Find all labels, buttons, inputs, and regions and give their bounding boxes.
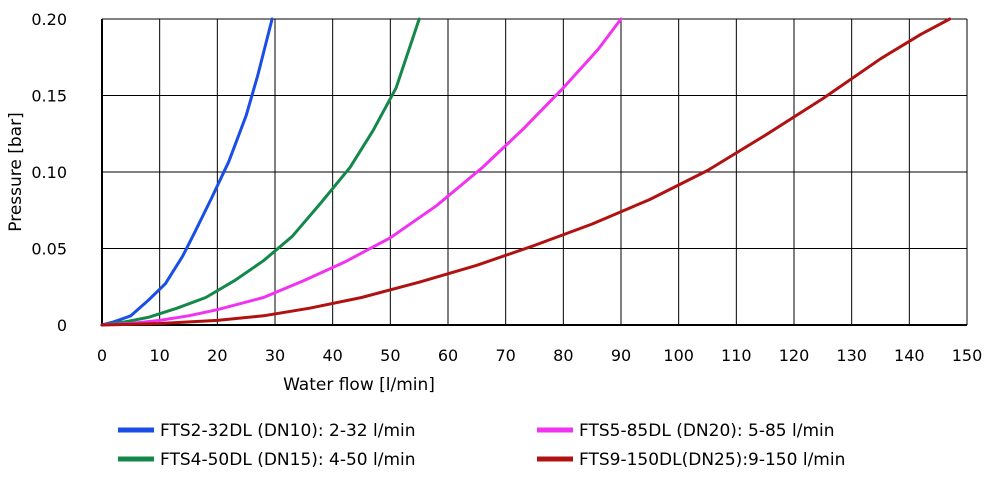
x-tick-label: 150: [952, 346, 983, 365]
x-axis-label: Water flow [l/min]: [283, 375, 435, 395]
x-tick-label: 40: [322, 346, 342, 365]
y-tick-label: 0.15: [31, 87, 67, 106]
x-tick-label: 120: [779, 346, 810, 365]
series-line-4: [100, 17, 952, 327]
series-line-2: [100, 17, 421, 327]
x-tick-label: 70: [495, 346, 515, 365]
legend-label: FTS5-85DL (DN20): 5-85 l/min: [579, 421, 835, 441]
x-tick-label: 60: [438, 346, 458, 365]
x-tick-label: 30: [265, 346, 285, 365]
y-tick-label: 0: [57, 316, 67, 335]
y-tick-label: 0.10: [31, 163, 67, 182]
y-tick-label: 0.05: [31, 240, 67, 259]
x-tick-label: 110: [721, 346, 752, 365]
series-line-3: [100, 17, 623, 327]
legend-label: FTS2-32DL (DN10): 2-32 l/min: [160, 421, 416, 441]
x-tick-label: 20: [207, 346, 227, 365]
x-tick-label: 90: [611, 346, 631, 365]
x-tick-label: 140: [894, 346, 925, 365]
x-tick-label: 80: [553, 346, 573, 365]
legend-label: FTS9-150DL(DN25):9-150 l/min: [579, 450, 845, 470]
series-line-1: [100, 17, 274, 327]
legend-label: FTS4-50DL (DN15): 4-50 l/min: [160, 450, 416, 470]
y-axis-label: Pressure [bar]: [6, 112, 26, 231]
y-tick-label: 0.20: [31, 10, 67, 29]
x-tick-label: 130: [836, 346, 867, 365]
x-tick-label: 50: [380, 346, 400, 365]
x-tick-label: 10: [149, 346, 169, 365]
x-tick-label: 0: [97, 346, 107, 365]
x-tick-label: 100: [663, 346, 694, 365]
